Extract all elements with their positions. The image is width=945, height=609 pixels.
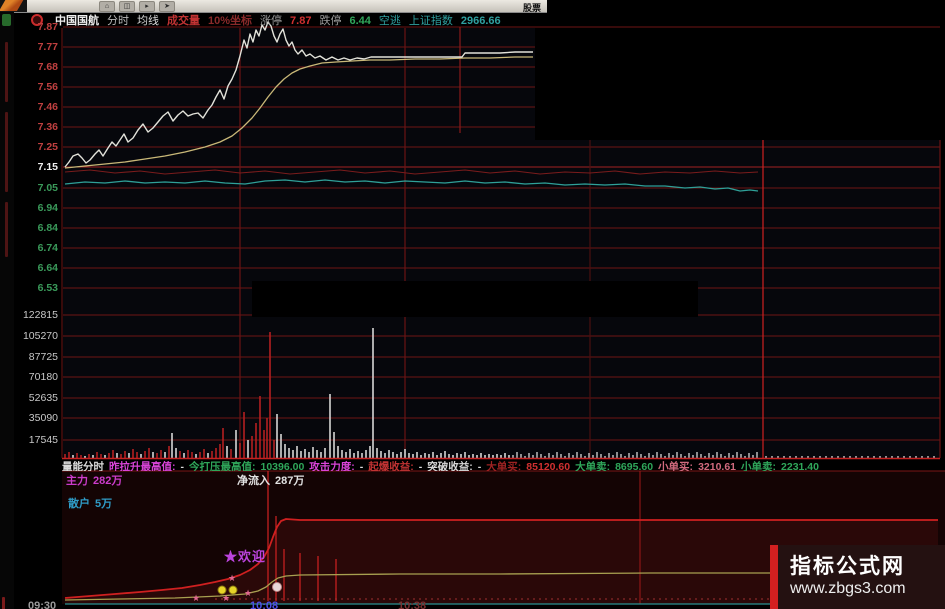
average-price-line [64, 56, 533, 169]
white-dot-marker [272, 582, 282, 592]
net-inflow-value: 287万 [275, 475, 305, 487]
sidebar-green-icon[interactable] [2, 14, 11, 26]
retail-text: 散户 [68, 498, 90, 510]
indicator-segment: 小单买: [658, 461, 694, 471]
fundflow-area-fill [65, 519, 938, 604]
main-force-flow-label: 主力 282万 [66, 472, 122, 488]
indicator-segment: - [180, 461, 185, 471]
info-bar-segment: 2966.66 [460, 15, 501, 27]
main-force-value: 282万 [93, 475, 123, 487]
stock-info-bar: 中国国航 分时 均线 成交量 10%坐标 涨停 7.87 跌停 6.44 空逃 上证指数 2966.6… [14, 12, 945, 28]
info-bar-segment: 均线 [137, 15, 159, 27]
olive-line [64, 572, 938, 601]
nav-forward-icon[interactable]: ➤ [159, 1, 175, 12]
indicator-segment: 大单买: [486, 461, 522, 471]
yellow-dot-marker [228, 585, 238, 595]
nav-windows-icon[interactable]: ◫ [119, 1, 135, 12]
indicator-segment: - [477, 461, 482, 471]
price-line [64, 21, 533, 168]
indicator-segment: - [359, 461, 364, 471]
info-bar-segment: 跌停 [319, 15, 342, 27]
info-bar-segment: 涨停 [260, 15, 283, 27]
pink-star-marker: ★ [228, 573, 236, 583]
brand-mark-icon [0, 0, 27, 12]
indicator-segment: 今打压最高值: [189, 461, 256, 471]
redaction-box [252, 281, 698, 317]
watermark-red-bar [770, 545, 778, 609]
info-bar-segment: 10%坐标 [208, 15, 253, 27]
sidebar-vertical-text-mark [5, 42, 8, 102]
sidebar-vertical-text-mark [5, 112, 8, 192]
indicator-segment: 突破收益: [427, 461, 473, 471]
window-title: 股票 [522, 3, 541, 13]
net-inflow-text: 净流入 [237, 475, 270, 487]
chart-annotation: ★欢迎 [224, 549, 267, 564]
net-inflow-label: 净流入 287万 [237, 472, 304, 488]
indicator-segment: 起爆收益: [368, 461, 414, 471]
indicator-segment: 攻击力度: [309, 461, 355, 471]
sidebar-vertical-text-mark [5, 202, 8, 257]
stock-info-segments: 中国国航 分时 均线 成交量 10%坐标 涨停 7.87 跌停 6.44 空逃 上证指数 2966.6… [55, 12, 509, 28]
watermark-url[interactable]: www.zbgs3.com [790, 580, 906, 597]
retail-flow-label: 散户 5万 [68, 495, 112, 511]
indicator-segment: 昨拉升最高值: [109, 461, 176, 471]
indicator-segment: 小单卖: [741, 461, 777, 471]
retail-value: 5万 [95, 498, 113, 510]
pink-star-marker: ★ [222, 593, 230, 603]
info-bar-segment: 中国国航 [55, 15, 99, 27]
nav-home-icon[interactable]: ⌂ [99, 1, 115, 12]
indicator-segment: 2231.40 [781, 461, 819, 471]
indicator-status-row: 量能分时 昨拉升最高值: - 今打压最高值: 10396.00 攻击力度: - 起爆收益: - 突… [62, 459, 942, 471]
indicator-segment: 85120.60 [526, 461, 571, 471]
indicator-segment: 量能分时 [62, 461, 104, 471]
redaction-box [535, 28, 943, 140]
info-bar-segment: 分时 [107, 15, 129, 27]
record-dot-icon [31, 14, 43, 26]
follow-line [64, 179, 759, 192]
indicator-segment: 3210.61 [698, 461, 737, 471]
titlebar-nav-buttons: ⌂ ◫ ▸ ➤ [99, 1, 175, 12]
info-bar-segment: 7.87 [290, 15, 312, 27]
indicator-segment: 10396.00 [260, 461, 305, 471]
info-bar-segment: 空逃 [378, 15, 401, 27]
pink-star-marker: ★ [244, 588, 252, 598]
pink-star-marker: ★ [192, 593, 200, 603]
main-force-line [64, 518, 938, 599]
indicator-segment: - [418, 461, 423, 471]
nav-play-icon[interactable]: ▸ [139, 1, 155, 12]
main-force-label: 主力 [66, 475, 88, 487]
index-overlay-line [64, 169, 759, 175]
yellow-dot-marker [217, 585, 227, 595]
sidebar-bottom-red-mark [2, 597, 5, 609]
indicator-segment: 8695.60 [615, 461, 654, 471]
window-titlebar: ⌂ ◫ ▸ ➤ 股票 [0, 0, 547, 13]
info-bar-segment: 6.44 [349, 15, 371, 27]
info-bar-segment: 成交量 [167, 15, 200, 27]
watermark-site-name: 指标公式网 [790, 555, 905, 578]
left-sidebar-strip[interactable] [0, 12, 14, 609]
indicator-segment: 大单卖: [575, 461, 611, 471]
info-bar-segment: 上证指数 [408, 15, 453, 27]
watermark-panel: 指标公式网 www.zbgs3.com [770, 545, 945, 609]
